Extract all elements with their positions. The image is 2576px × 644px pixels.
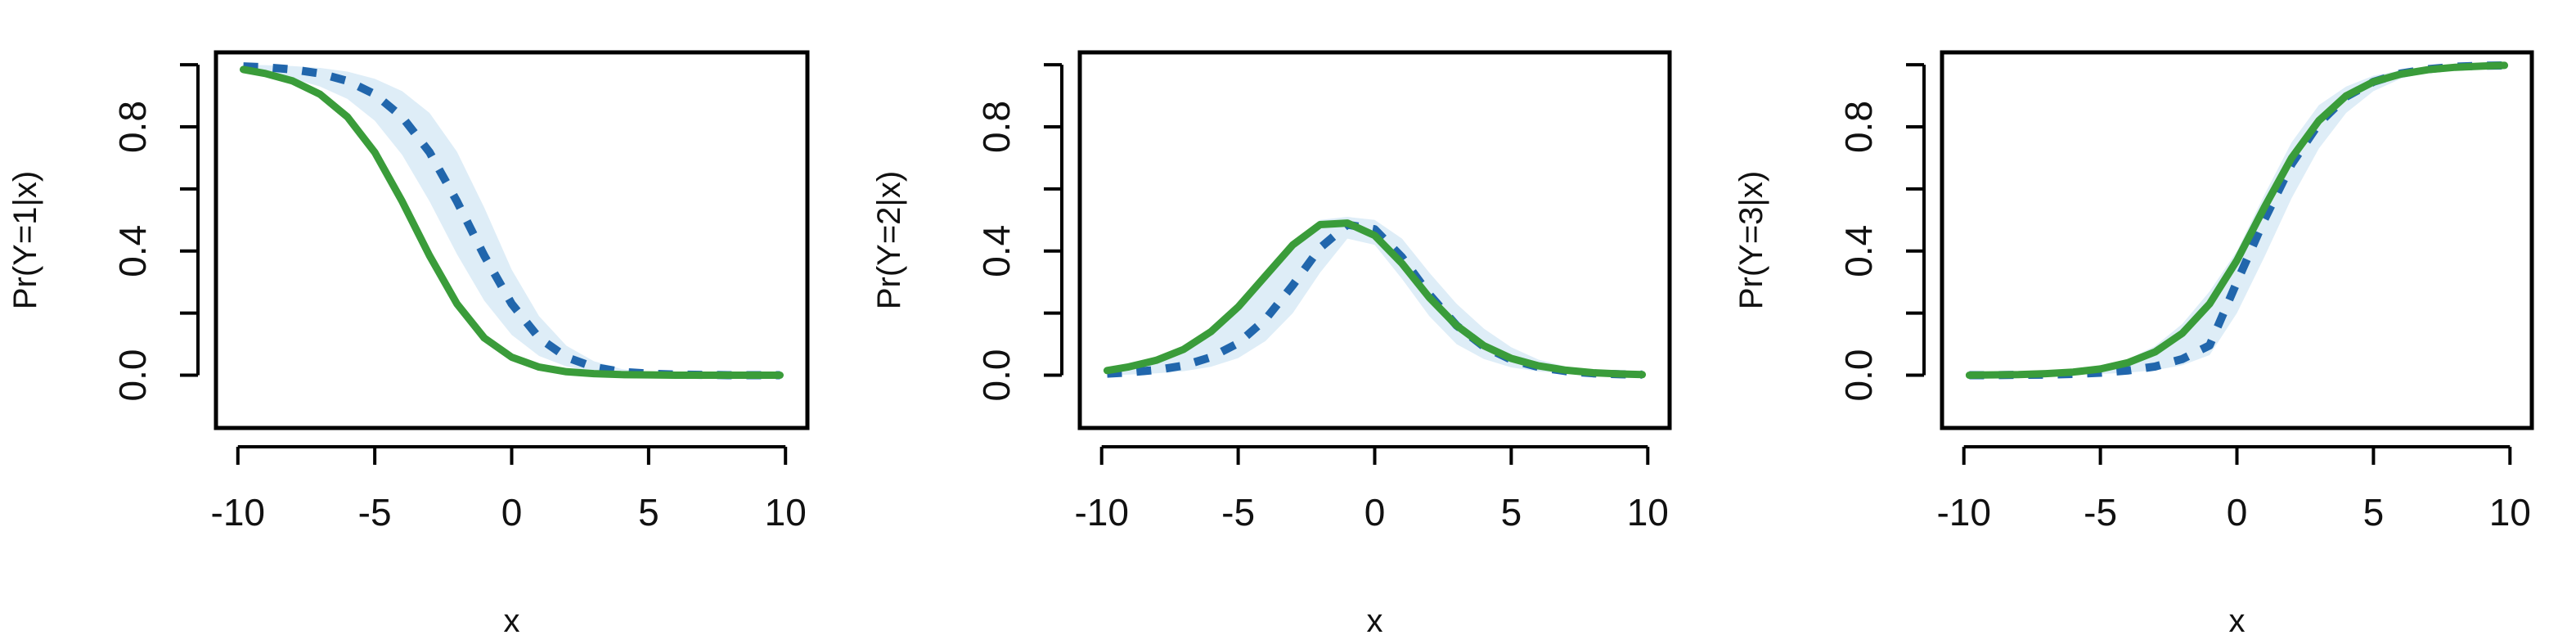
- x-tick-label: 0: [1364, 491, 1386, 534]
- x-tick-label: 0: [501, 491, 523, 534]
- solid-series-line: [1103, 219, 1647, 379]
- dashed-series-line: [1969, 61, 2505, 380]
- y-tick-label: 0.8: [975, 101, 1018, 153]
- confidence-band: [1107, 217, 1643, 376]
- x-tick-label: -5: [358, 491, 392, 534]
- y-tick-label: 0.0: [1837, 349, 1880, 402]
- y-tick-label: 0.4: [975, 225, 1018, 277]
- plot-frame: [214, 50, 810, 430]
- x-tick-label: 5: [2363, 491, 2385, 534]
- y-tick-label: 0.0: [975, 349, 1018, 402]
- y-axis-label: Pr(Y=2|x): [871, 171, 907, 309]
- x-axis-label: x: [504, 603, 520, 639]
- y-tick-label: 0.4: [111, 225, 154, 277]
- y-axis-label: Pr(Y=1|x): [7, 171, 43, 309]
- x-tick-label: -10: [1936, 491, 1990, 534]
- y-tick-label: 0.8: [111, 101, 154, 153]
- solid-series-line: [1965, 61, 2509, 379]
- x-tick-label: -10: [1074, 491, 1128, 534]
- y-tick-label: 0.4: [1837, 225, 1880, 277]
- x-axis-label: x: [1367, 603, 1383, 639]
- plot-frame: [1077, 50, 1672, 430]
- chart-panel-2: -10 -5 0 5 10 x 0.0 0.4 0.8 Pr(Y=2|x): [871, 50, 1672, 639]
- y-tick-label: 0.0: [111, 349, 154, 402]
- x-tick-label: 5: [638, 491, 659, 534]
- x-tick-label: 5: [1501, 491, 1522, 534]
- chart-panel-3: -10 -5 0 5 10 x 0.0 0.4 0.8 Pr(Y=3|x): [1733, 50, 2534, 639]
- plot-frame: [1940, 50, 2534, 430]
- x-axis-label: x: [2229, 603, 2246, 639]
- confidence-band: [243, 65, 780, 376]
- solid-series-line: [240, 65, 784, 379]
- x-tick-label: -5: [1221, 491, 1255, 534]
- x-tick-label: -5: [2084, 491, 2117, 534]
- confidence-band: [1969, 65, 2505, 376]
- x-tick-label: 0: [2227, 491, 2248, 534]
- y-tick-label: 0.8: [1837, 101, 1880, 153]
- x-tick-label: 10: [765, 491, 807, 534]
- x-tick-label: 10: [1627, 491, 1669, 534]
- x-tick-label: 10: [2489, 491, 2531, 534]
- x-tick-label: -10: [211, 491, 265, 534]
- chart-panel-1: -10 -5 0 5 10 x 0.0 0.4 0.8 Pr(Y=1|x): [7, 50, 810, 639]
- y-axis-label: Pr(Y=3|x): [1733, 171, 1769, 309]
